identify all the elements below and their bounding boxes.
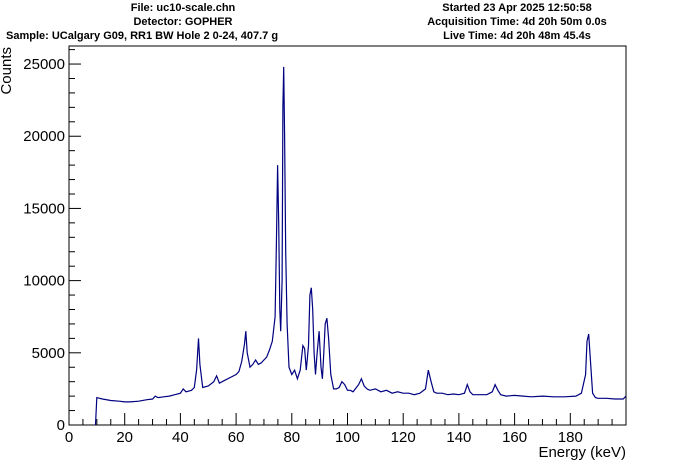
tick-labels: 0 20 40 60 80 100 120 140 160 180 0 5000 10000 15000 2… (23, 56, 583, 446)
x-tick-label: 80 (283, 429, 300, 446)
y-tick-label: 10000 (23, 273, 65, 290)
x-tick-label: 140 (446, 429, 471, 446)
detector-label: Detector: GOPHER (133, 16, 233, 28)
acquisition-time-label: Acquisition Time: 4d 20h 50m 0.0s (427, 16, 607, 28)
axis-ticks (68, 49, 613, 426)
x-axis-title: Energy (keV) (538, 444, 626, 461)
x-tick-label: 0 (65, 429, 73, 446)
x-tick-label: 180 (558, 429, 583, 446)
x-tick-label: 60 (228, 429, 245, 446)
y-tick-label: 5000 (32, 345, 65, 362)
x-tick-label: 20 (116, 429, 133, 446)
y-tick-label: 0 (57, 417, 65, 434)
sample-label: Sample: UCalgary G09, RR1 BW Hole 2 0-24… (6, 30, 279, 42)
y-axis-title: Counts (0, 47, 15, 95)
plot-frame (68, 45, 627, 426)
x-tick-label: 40 (172, 429, 189, 446)
y-tick-label: 20000 (23, 128, 65, 145)
started-label: Started 23 Apr 2025 12:50:58 (442, 2, 592, 14)
spectrum-series-line (94, 66, 627, 426)
live-time-label: Live Time: 4d 20h 48m 45.4s (443, 30, 591, 42)
file-label: File: uc10-scale.chn (130, 2, 236, 14)
y-tick-label: 25000 (23, 56, 65, 73)
x-tick-label: 120 (391, 429, 416, 446)
x-tick-label: 100 (335, 429, 360, 446)
x-tick-label: 160 (502, 429, 527, 446)
y-tick-label: 15000 (23, 200, 65, 217)
